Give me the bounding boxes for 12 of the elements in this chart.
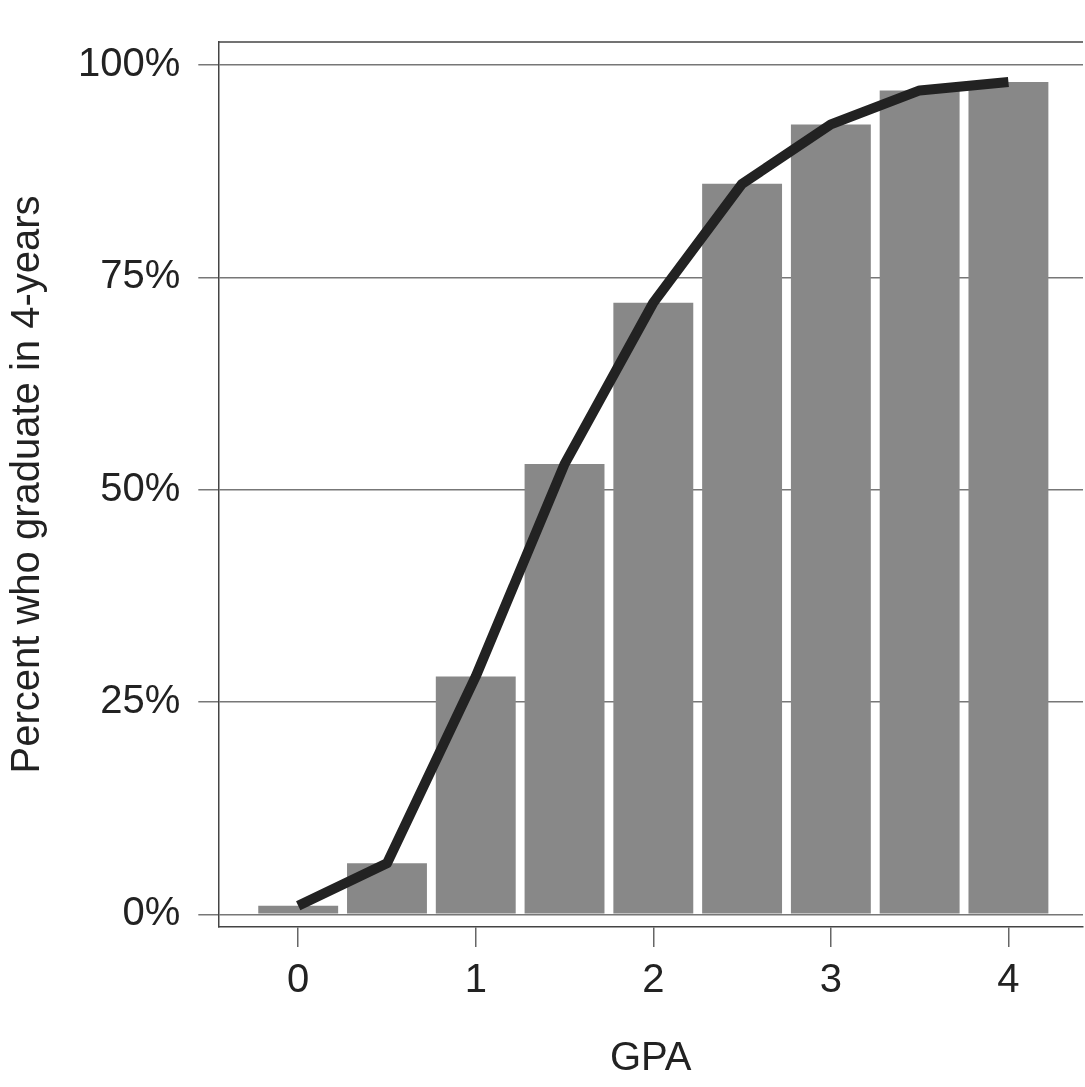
y-axis-title: Percent who graduate in 4-years: [3, 195, 48, 774]
x-tick-label: 2: [642, 956, 665, 1001]
y-tick-label: 50%: [100, 464, 181, 509]
x-axis-title: GPA: [609, 1034, 692, 1079]
x-tick-label: 0: [287, 956, 310, 1001]
x-tick-label: 1: [464, 956, 487, 1001]
y-tick-label: 100%: [77, 39, 181, 84]
y-tick-label: 25%: [100, 676, 181, 721]
x-tick-label: 3: [819, 956, 842, 1001]
y-tick-label: 0%: [122, 889, 181, 934]
y-tick-label: 75%: [100, 252, 181, 297]
x-tick-label: 4: [997, 956, 1020, 1001]
